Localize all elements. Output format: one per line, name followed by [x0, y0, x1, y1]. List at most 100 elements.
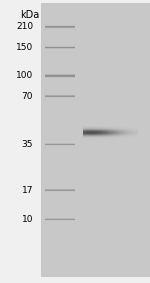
- Bar: [131, 139, 132, 140]
- Bar: [119, 137, 120, 138]
- Bar: [91, 139, 92, 140]
- Bar: [103, 136, 104, 137]
- Bar: [93, 128, 94, 129]
- Bar: [114, 132, 115, 133]
- Bar: [85, 133, 86, 134]
- Bar: [123, 135, 124, 136]
- Bar: [102, 125, 103, 126]
- Bar: [87, 135, 88, 136]
- Bar: [89, 131, 90, 132]
- Bar: [88, 129, 89, 130]
- Bar: [124, 133, 125, 134]
- Bar: [94, 138, 95, 139]
- Bar: [97, 133, 98, 134]
- Bar: [101, 133, 102, 134]
- Bar: [115, 126, 116, 127]
- Bar: [87, 133, 88, 134]
- Bar: [119, 130, 120, 131]
- Bar: [128, 129, 129, 130]
- Bar: [105, 137, 106, 138]
- Bar: [133, 135, 134, 136]
- Bar: [127, 134, 128, 135]
- Bar: [136, 129, 137, 130]
- Bar: [85, 137, 86, 138]
- Bar: [115, 135, 116, 136]
- Bar: [118, 125, 119, 126]
- Bar: [123, 139, 124, 140]
- Bar: [85, 139, 86, 140]
- Bar: [121, 131, 122, 132]
- Bar: [96, 127, 97, 128]
- Bar: [111, 133, 112, 134]
- Bar: [135, 137, 136, 138]
- Bar: [110, 126, 111, 127]
- Bar: [94, 134, 95, 135]
- Bar: [135, 138, 136, 139]
- Bar: [109, 126, 110, 127]
- Bar: [113, 135, 114, 136]
- Bar: [104, 129, 105, 130]
- Bar: [129, 129, 130, 130]
- Bar: [118, 135, 119, 136]
- Bar: [121, 125, 122, 126]
- Bar: [126, 132, 127, 133]
- Bar: [111, 136, 112, 137]
- Bar: [98, 128, 99, 129]
- Bar: [99, 130, 100, 131]
- Bar: [128, 139, 129, 140]
- Bar: [118, 130, 119, 131]
- Bar: [122, 137, 123, 138]
- Bar: [129, 134, 130, 135]
- Bar: [119, 132, 120, 133]
- Bar: [133, 138, 134, 139]
- Bar: [93, 135, 94, 136]
- Bar: [124, 137, 125, 138]
- Bar: [95, 131, 96, 132]
- Bar: [102, 133, 103, 134]
- Bar: [82, 136, 83, 137]
- Bar: [98, 127, 99, 128]
- Bar: [92, 136, 93, 137]
- Bar: [104, 135, 105, 136]
- Bar: [130, 130, 131, 131]
- Bar: [94, 136, 95, 137]
- Bar: [86, 132, 87, 133]
- Bar: [109, 133, 110, 134]
- Bar: [135, 139, 136, 140]
- Bar: [105, 139, 106, 140]
- Bar: [106, 133, 108, 134]
- Bar: [103, 132, 104, 133]
- Bar: [88, 128, 89, 129]
- Bar: [84, 136, 85, 137]
- Bar: [109, 127, 110, 128]
- Bar: [91, 128, 92, 129]
- Bar: [128, 135, 129, 136]
- Bar: [127, 131, 128, 132]
- Bar: [112, 130, 113, 131]
- Bar: [116, 134, 117, 135]
- Bar: [89, 133, 90, 134]
- Bar: [129, 126, 130, 127]
- Bar: [92, 128, 93, 129]
- Bar: [105, 128, 106, 129]
- Bar: [137, 134, 138, 135]
- Bar: [118, 137, 119, 138]
- Bar: [85, 125, 86, 126]
- Bar: [132, 135, 133, 136]
- Bar: [104, 132, 105, 133]
- Bar: [88, 132, 89, 133]
- Bar: [103, 130, 104, 131]
- Bar: [123, 127, 124, 128]
- Text: 17: 17: [21, 186, 33, 195]
- Bar: [83, 129, 84, 130]
- Bar: [115, 130, 116, 131]
- Bar: [112, 138, 113, 139]
- Bar: [89, 129, 90, 130]
- Bar: [88, 127, 89, 128]
- Bar: [91, 126, 92, 127]
- Bar: [130, 135, 131, 136]
- Bar: [122, 128, 123, 129]
- Bar: [132, 134, 133, 135]
- Bar: [84, 134, 85, 135]
- Bar: [129, 139, 130, 140]
